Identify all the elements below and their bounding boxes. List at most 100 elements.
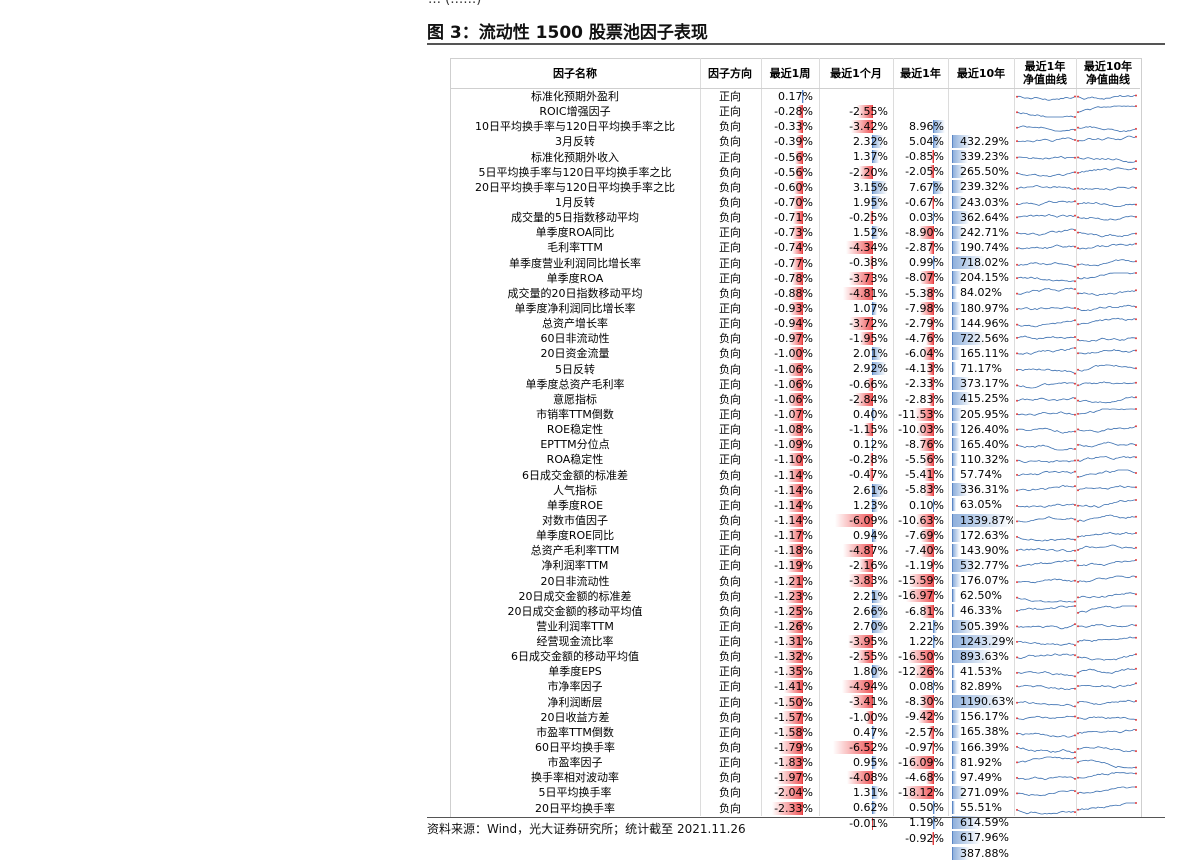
curve-line [1077,136,1137,142]
return-1y-value: -2.83% [905,392,944,406]
return-10y-bar [952,755,957,769]
curve-marker [1135,750,1137,753]
return-1m-value: 2.61% [853,483,888,497]
curve-line [1077,167,1137,173]
net-value-curve-1y [1016,137,1076,143]
return-10y-bar [952,513,1012,527]
curve-line [1016,95,1076,101]
return-1y-cell: -8.07% [895,270,948,285]
return-1y-bar [919,695,935,709]
return-1m-value: -4.34% [849,241,888,255]
curve-line [1077,802,1136,810]
return-1y-bar [932,195,935,209]
return-10y-bar [952,528,961,542]
return-1m-value: 0.95% [853,756,888,770]
return-1y-value: -12.26% [898,665,944,679]
curve-marker [1016,232,1018,235]
curve-marker [1074,347,1076,350]
factor-name: 5日平均换手率 [538,786,612,800]
table-row: 意愿指标 负向 -1.06% 0.40% -10.03% 165.40% [450,392,1140,451]
net-value-curve-1y [1016,319,1076,328]
curve-line [1077,201,1137,207]
curve-marker [1077,140,1079,143]
return-1m-cell: 2.70% [820,619,892,634]
return-1y-bar [916,513,935,527]
return-1m-cell: 1.37% [820,149,892,164]
curve-line [1077,441,1137,448]
return-1y-value: 0.99% [909,256,944,270]
return-1m-cell: -4.34% [820,240,892,255]
table-row: 毛利率TTM 正向 -0.74% -0.38% -8.07% 84.02% [450,240,1140,300]
factor-direction: 负向 [719,710,741,724]
return-1m-value: -1.95% [849,332,888,346]
curve-line [1016,381,1076,389]
curve-marker [1016,504,1018,507]
net-value-curve-10y [1077,699,1137,705]
net-value-curve-1y [1016,244,1076,250]
net-value-curve-10y [1077,605,1137,614]
return-1m-bar [851,695,873,709]
return-10y-cell: 176.07% [950,573,1013,588]
curve-marker [1135,128,1137,131]
return-10y-cell: 362.64% [950,210,1013,225]
return-10y-value: 57.74% [960,468,1002,482]
curve-marker [1016,625,1018,628]
return-1w-value: -1.26% [774,619,813,633]
curve-marker [1077,656,1079,659]
return-1y-bar [933,801,935,815]
return-1w-bar [786,544,803,558]
curve-marker [1135,425,1137,428]
curve-line [1016,653,1076,660]
net-value-curve-1y [1016,276,1076,282]
return-1y-bar [933,498,935,512]
return-10y-value: 1190.63% [960,695,1013,709]
curve-marker [1016,337,1018,340]
header-direction: 因子方向 [708,66,752,80]
net-value-curve-1y [1016,548,1076,553]
curve-marker [1077,428,1079,431]
return-10y-value: 617.96% [960,831,1009,845]
curve-marker [1074,751,1076,754]
return-1y-value: -2.87% [905,241,944,255]
factor-name: 6日成交金额的移动平均值 [511,650,639,664]
return-1w-value: -1.23% [774,589,813,603]
return-1w-cell: -0.88% [762,286,817,301]
return-1m-bar [871,665,881,679]
return-10y-cell: 1339.87% [950,513,1013,528]
factor-name: 60日非流动性 [540,332,610,346]
return-1w-bar [786,559,803,573]
return-1m-value: 0.12% [853,438,888,452]
return-1m-value: -3.95% [849,634,888,648]
return-1m-cell: 1.23% [820,498,892,513]
return-10y-cell: 614.59% [950,815,1013,830]
net-value-curve-10y [1077,728,1137,735]
return-1w-bar [790,286,803,300]
return-1m-bar [871,528,877,542]
curve-marker [1074,518,1076,521]
return-10y-bar [952,225,964,239]
return-1m-value: -3.72% [849,316,888,330]
curve-marker [1135,216,1137,219]
factor-name: 单季度营业利润同比增长率 [509,256,641,270]
return-1y-cell: 5.04% [895,134,948,149]
curve-marker [1077,761,1079,764]
curve-line [1077,258,1137,266]
return-1y-cell: -5.83% [895,482,948,497]
return-1m-cell: -1.00% [820,710,892,725]
return-1y-value: 0.08% [909,680,944,694]
return-1y-bar [905,589,935,603]
curve-marker [1077,383,1079,386]
return-1y-cell: -16.09% [895,755,948,770]
curve-marker [1016,489,1018,492]
curve-marker [1077,323,1079,326]
return-1m-bar [871,407,875,421]
net-value-curve-10y [1077,396,1137,404]
return-10y-bar [952,437,961,451]
return-1m-bar [842,544,873,558]
curve-marker [1077,596,1079,599]
return-1y-bar [926,362,935,376]
curve-marker [1016,140,1018,143]
curve-marker [1074,459,1076,462]
curve-line [1077,156,1137,163]
curve-line [1077,232,1136,238]
